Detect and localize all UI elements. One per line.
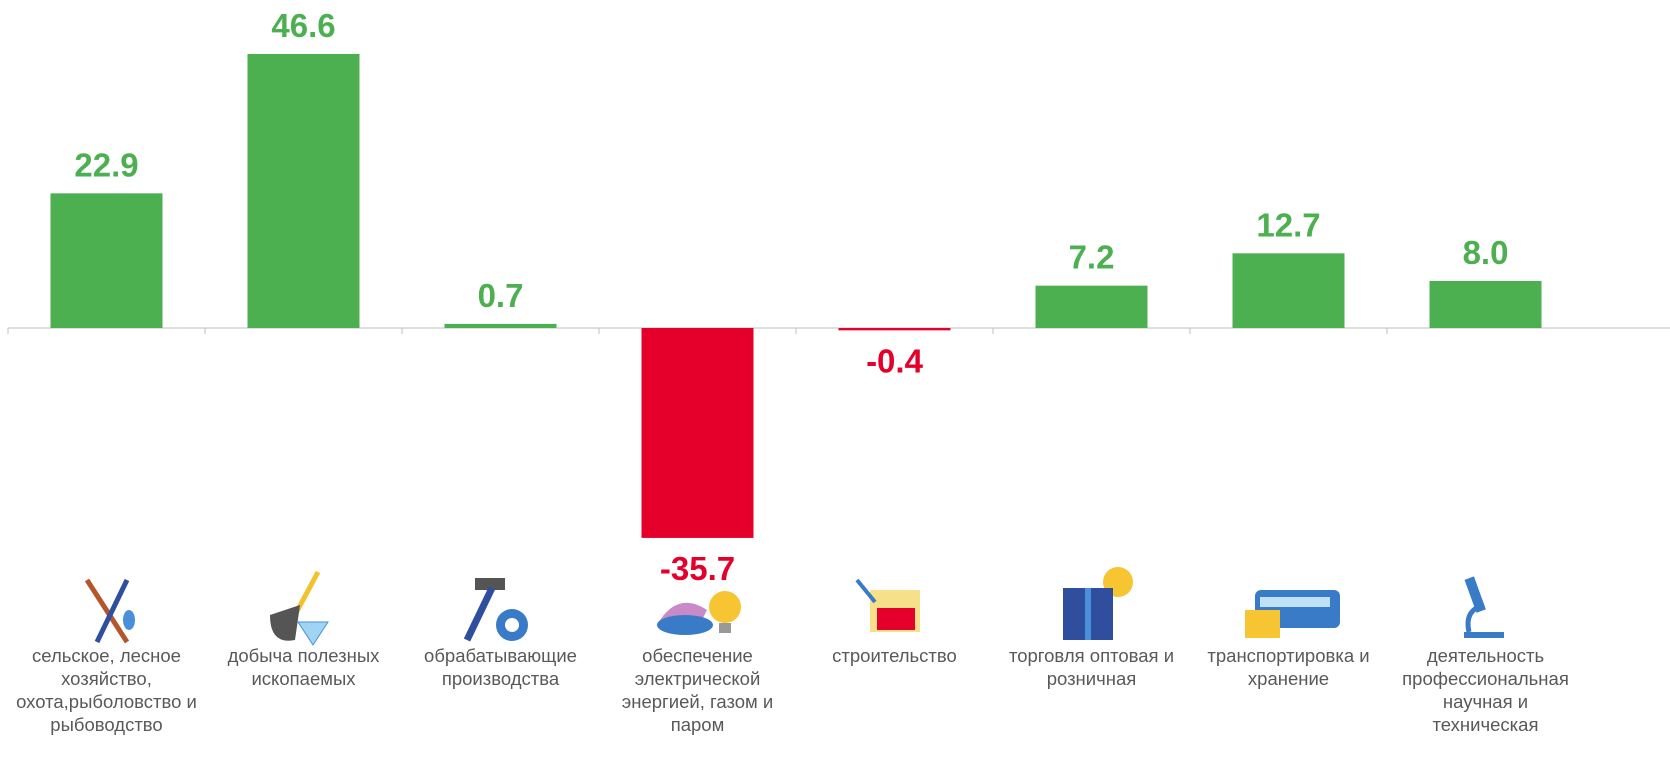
bar <box>1430 281 1542 328</box>
bar <box>839 328 951 330</box>
value-label: 8.0 <box>1463 234 1509 271</box>
x-tick-label: обрабатывающие производства <box>405 644 597 690</box>
value-label: -0.4 <box>866 342 924 379</box>
icon-fishing <box>87 580 135 642</box>
value-label: 0.7 <box>478 277 524 314</box>
x-tick-label: строительство <box>799 644 991 667</box>
page: 22.9 46.6 0.7 -35.7 -0.4 7.2 12.7 8.0 сельское,… <box>0 0 1670 780</box>
bar <box>642 328 754 538</box>
icon-mining <box>270 572 328 645</box>
x-tick-label: добыча полезных ископаемых <box>208 644 400 690</box>
value-label: 22.9 <box>74 146 138 183</box>
value-label: 46.6 <box>271 7 335 44</box>
bar <box>1233 253 1345 328</box>
icon-transport <box>1245 590 1340 638</box>
value-label: -35.7 <box>660 550 735 587</box>
bar <box>248 54 360 328</box>
icons <box>87 567 1504 645</box>
x-tick-label: деятельность профессиональная научная и … <box>1390 644 1582 736</box>
icon-science <box>1464 576 1504 638</box>
icon-manufacturing <box>467 578 528 641</box>
icon-construction <box>857 580 920 632</box>
x-tick-label: сельское, лесное хозяйство, охота,рыболо… <box>11 644 203 736</box>
value-label: 7.2 <box>1069 239 1115 276</box>
value-label: 12.7 <box>1256 206 1320 243</box>
x-tick-label: торговля оптовая и розничная <box>996 644 1188 690</box>
bar <box>1036 286 1148 328</box>
bar <box>445 324 557 328</box>
icon-trade <box>1063 567 1133 640</box>
bar <box>51 193 163 328</box>
x-tick-label: обеспечение электрической энергией, газо… <box>602 644 794 736</box>
icon-energy <box>657 591 741 635</box>
x-tick-label: транспортировка и хранение <box>1193 644 1385 690</box>
